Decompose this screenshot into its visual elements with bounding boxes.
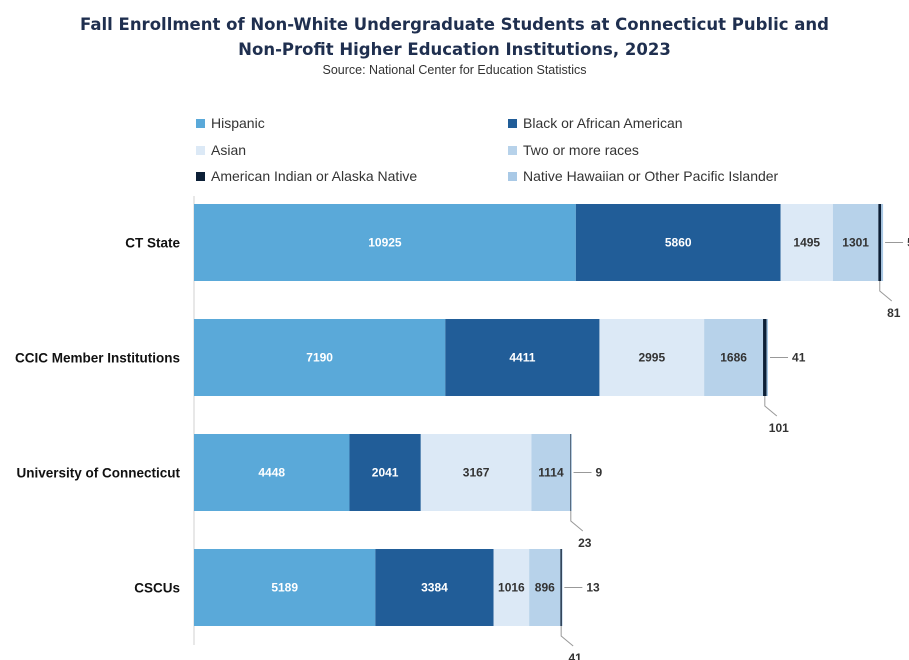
data-label: 4448 xyxy=(258,466,285,480)
bar-segment xyxy=(445,319,600,396)
data-label: 2995 xyxy=(638,351,665,365)
bar-segment xyxy=(571,434,572,511)
bar-segment xyxy=(763,319,767,396)
legend-item: Native Hawaiian or Other Pacific Islande… xyxy=(508,168,778,184)
legend-swatch xyxy=(196,145,205,155)
legend-label: Black or African American xyxy=(523,115,683,131)
bar-segment xyxy=(766,319,769,396)
legend-item: Two or more races xyxy=(508,142,639,158)
data-label: 13 xyxy=(586,581,600,595)
leader-line xyxy=(560,626,574,647)
legend-item: American Indian or Alaska Native xyxy=(196,168,417,184)
legend-item: Asian xyxy=(196,142,246,158)
leader-line xyxy=(764,396,778,417)
bar-segment xyxy=(599,319,705,396)
legend-label: American Indian or Alaska Native xyxy=(211,168,418,184)
leader-line xyxy=(879,281,893,302)
data-label: 23 xyxy=(578,536,592,550)
data-label: 41 xyxy=(792,351,806,365)
legend-label: Hispanic xyxy=(211,115,265,131)
data-label: 1495 xyxy=(793,236,820,250)
data-label: 1301 xyxy=(842,236,869,250)
bar-segment xyxy=(194,204,576,281)
bar-segment xyxy=(561,549,563,626)
category-label: CT State xyxy=(125,236,180,251)
legend-item: Hispanic xyxy=(196,115,265,131)
data-label: 1686 xyxy=(720,351,747,365)
bar-segment xyxy=(529,549,561,626)
category-label: University of Connecticut xyxy=(16,466,180,481)
data-label: 7190 xyxy=(306,351,333,365)
category-label: CCIC Member Institutions xyxy=(15,351,180,366)
bar-segment xyxy=(349,434,421,511)
data-label: 81 xyxy=(887,306,901,320)
legend-swatch xyxy=(508,118,517,128)
bar-segment xyxy=(832,204,879,281)
data-label: 896 xyxy=(535,581,555,595)
data-label: 5860 xyxy=(665,236,692,250)
data-label: 3167 xyxy=(463,466,490,480)
bar-segment xyxy=(531,434,571,511)
data-label: 54 xyxy=(907,236,909,250)
leader-line xyxy=(570,511,584,532)
data-label: 10925 xyxy=(368,236,402,250)
data-label: 9 xyxy=(596,466,603,480)
legend-swatch xyxy=(508,171,517,181)
bar-segment xyxy=(493,549,530,626)
bar-segment xyxy=(194,434,350,511)
legend-swatch xyxy=(196,118,205,128)
bar-segment xyxy=(575,204,781,281)
data-label: 5189 xyxy=(271,581,298,595)
bar-segment xyxy=(570,434,572,511)
bar-segment xyxy=(780,204,833,281)
data-label: 1016 xyxy=(498,581,525,595)
data-label: 101 xyxy=(769,421,789,435)
legend-item: Black or African American xyxy=(508,115,683,131)
bar-segment xyxy=(194,319,446,396)
bar-segment xyxy=(878,204,882,281)
legend-label: Asian xyxy=(211,142,247,158)
bar-segment xyxy=(881,204,884,281)
chart-title-line-1: Fall Enrollment of Non-White Undergradua… xyxy=(80,15,829,34)
data-label: 2041 xyxy=(372,466,399,480)
chart-subtitle: Source: National Center for Education St… xyxy=(322,63,587,77)
bar-segment xyxy=(704,319,764,396)
data-label: 3384 xyxy=(421,581,448,595)
category-label: CSCUs xyxy=(134,581,180,596)
data-label: 41 xyxy=(568,651,582,660)
chart-title: Fall Enrollment of Non-White Undergradua… xyxy=(0,12,909,62)
data-label: 1114 xyxy=(538,466,564,480)
chart-title-line-2: Non-Profit Higher Education Institutions… xyxy=(238,40,671,59)
bar-segment xyxy=(194,549,376,626)
bar-segment xyxy=(420,434,532,511)
legend-label: Native Hawaiian or Other Pacific Islande… xyxy=(523,168,779,184)
legend-label: Two or more races xyxy=(523,142,639,158)
bar-segment xyxy=(560,549,562,626)
legend-swatch xyxy=(196,171,205,181)
legend-swatch xyxy=(508,145,517,155)
data-label: 4411 xyxy=(509,351,535,365)
bar-segment xyxy=(375,549,494,626)
